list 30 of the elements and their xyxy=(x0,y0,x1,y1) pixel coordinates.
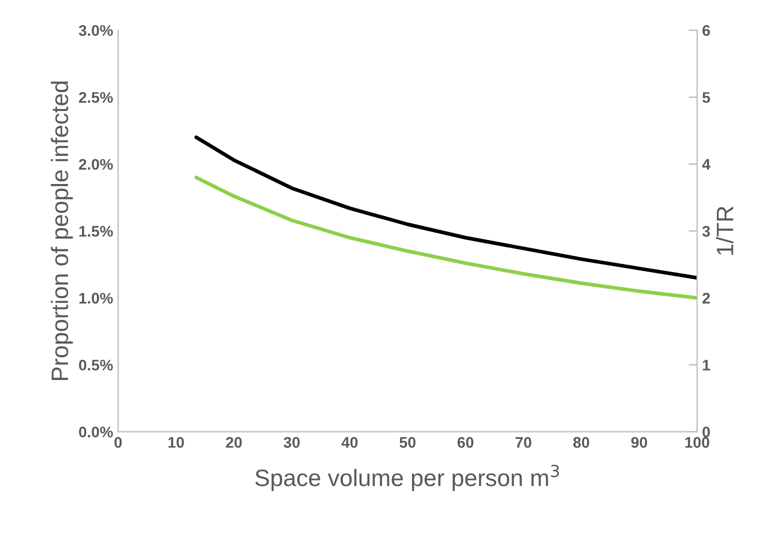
x-tick-label: 70 xyxy=(516,437,532,448)
x-tick-label: 30 xyxy=(284,437,300,448)
x-tick-label: 0 xyxy=(114,437,122,448)
y-tick-label: 2.0% xyxy=(78,158,113,170)
x-tick-label: 60 xyxy=(458,437,474,448)
y2-tick-label: 5 xyxy=(702,92,710,103)
y-tick-label: 1.5% xyxy=(79,226,113,237)
x-tick-label: 90 xyxy=(631,437,648,448)
line-series xyxy=(194,176,698,300)
x-axis-title: Space volume per person m$^{3}$ xyxy=(255,464,559,491)
y-tick-label: 3.0% xyxy=(78,25,113,36)
x-tick-label: 40 xyxy=(341,437,358,448)
y-axis-title: Proportion of people infected xyxy=(50,82,73,380)
y2-tick-label: 4 xyxy=(702,159,710,170)
y-tick-label: 2.5% xyxy=(78,92,113,103)
y-tick-label: 0.5% xyxy=(79,360,113,371)
y2-tick-label: 6 xyxy=(702,25,710,36)
y-tick-label: 0.0% xyxy=(79,426,113,438)
y2-tick-label: 1 xyxy=(702,360,710,370)
x-tick-label: 20 xyxy=(226,437,242,448)
y2-tick-label: 2 xyxy=(702,292,710,304)
y2-tick-label: 3 xyxy=(702,226,710,237)
y2-tick-label: 0 xyxy=(702,426,710,438)
x-tick-label: 80 xyxy=(573,437,590,448)
x-tick-label: 50 xyxy=(400,437,416,448)
line-series xyxy=(194,136,698,280)
y-tick-label: 1.0% xyxy=(79,292,113,304)
x-tick-label: 100 xyxy=(685,437,710,448)
y2-axis-title: 1/TR xyxy=(716,206,734,255)
x-tick-label: 10 xyxy=(168,437,184,448)
